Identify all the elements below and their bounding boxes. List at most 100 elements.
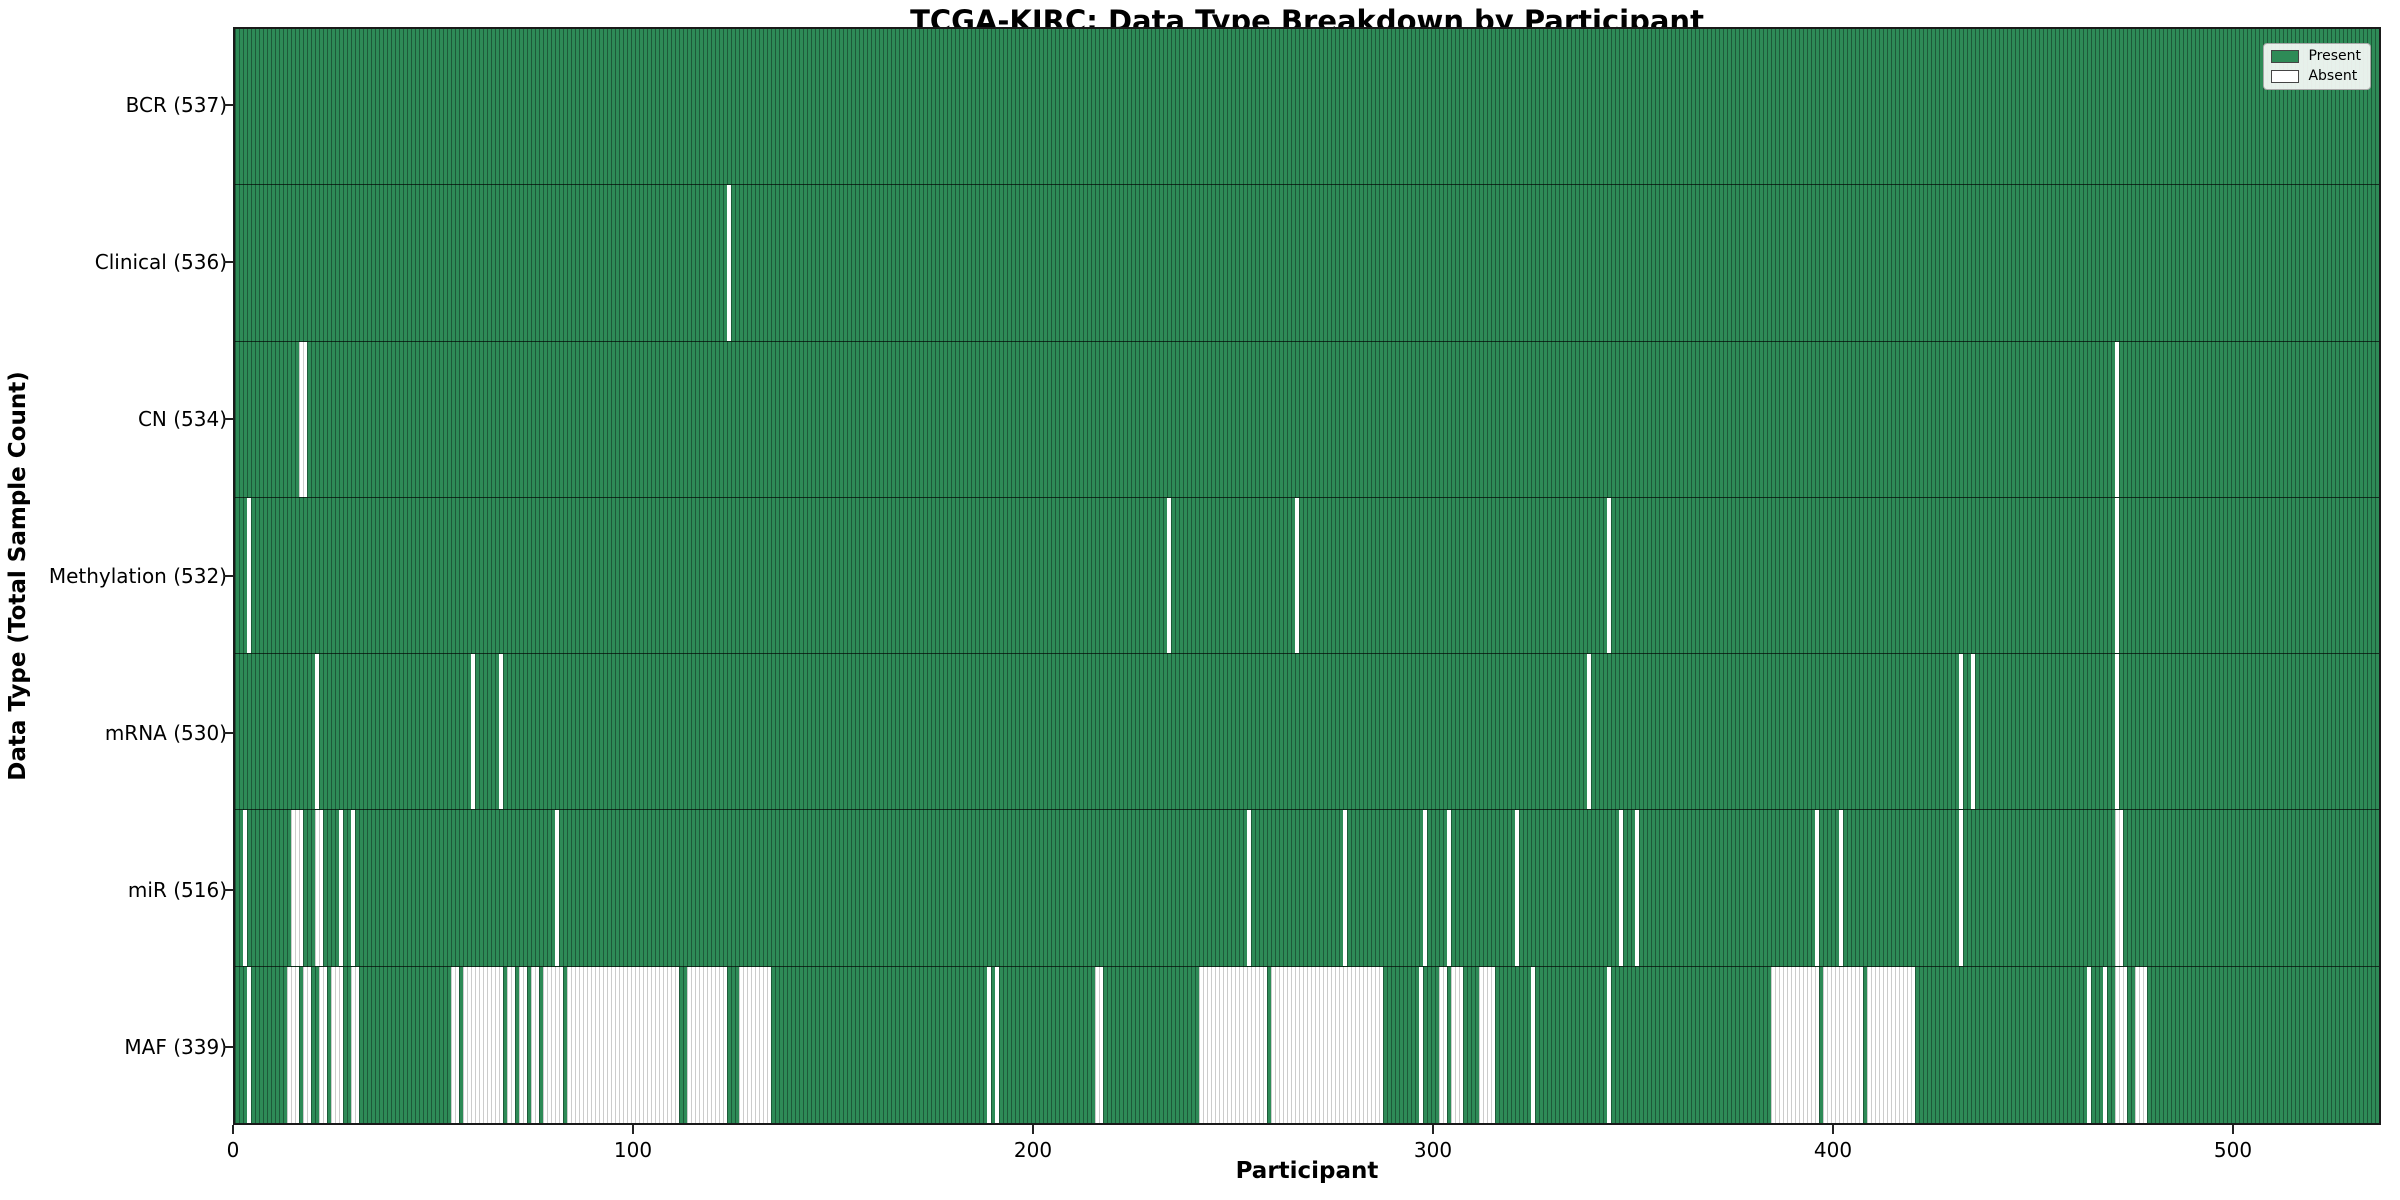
ytick-mark [224,418,233,421]
absent-gap [331,966,343,1123]
absent-gap [247,497,251,654]
absent-gap [351,966,359,1123]
absent-gap [351,810,355,966]
absent-gap [1607,497,1611,654]
ytick-mark [224,104,233,107]
absent-gap [1439,966,1447,1123]
ytick-label-mrna: mRNA (530) [104,720,227,745]
absent-gap [1447,810,1451,966]
absent-swatch [2271,70,2300,83]
absent-gap [1479,966,1495,1123]
absent-gap [567,966,679,1123]
legend-label: Present [2308,48,2361,64]
absent-gap [727,185,731,341]
xtick-mark [232,1125,234,1134]
absent-gap [543,966,563,1123]
absent-gap [499,654,503,810]
absent-gap [1423,810,1427,966]
absent-gap [2087,966,2091,1123]
absent-gap [2103,966,2107,1123]
xtick-label-500: 500 [2213,1138,2253,1162]
absent-gap [1959,654,1963,810]
ytick-label-maf: MAF (339) [124,1034,227,1059]
heatmap-row-mir [235,810,2379,967]
ytick-label-methylation: Methylation (532) [48,564,227,588]
ytick-mark [224,888,233,891]
absent-gap [687,966,727,1123]
absent-gap [507,966,515,1123]
absent-gap [243,810,247,966]
absent-gap [2115,810,2123,966]
absent-gap [1971,654,1975,810]
xtick-label-100: 100 [613,1138,653,1162]
absent-gap [987,966,991,1123]
absent-gap [1419,966,1423,1123]
heatmap-row-cn [235,341,2379,498]
absent-gap [1619,810,1623,966]
ytick-label-cn: CN (534) [137,407,227,432]
ytick-mark [224,575,233,577]
ytick-label-clinical: Clinical (536) [94,250,227,275]
absent-gap [1515,810,1519,966]
ytick-mark [224,731,233,734]
absent-gap [1635,810,1639,966]
absent-gap [287,966,299,1123]
absent-gap [1199,966,1267,1123]
absent-gap [2115,654,2119,810]
absent-gap [2115,966,2127,1123]
ytick-label-bcr: BCR (537) [125,93,227,118]
absent-gap [1531,966,1535,1123]
absent-gap [299,341,307,497]
absent-gap [319,966,327,1123]
xtick-mark [1032,1125,1034,1134]
absent-gap [1815,810,1819,966]
absent-gap [1451,966,1463,1123]
legend-item-absent: Absent [2271,69,2361,84]
absent-gap [1295,497,1299,654]
absent-gap [995,966,999,1123]
absent-gap [451,966,459,1123]
absent-gap [463,966,503,1123]
heatmap-row-methylation [235,497,2379,655]
absent-gap [1959,810,1963,966]
absent-gap [1867,966,1915,1123]
x-axis-label: Participant [1235,1158,1379,1184]
absent-gap [303,966,311,1123]
present-swatch [2271,50,2300,63]
xtick-mark [2232,1125,2234,1134]
absent-gap [2115,497,2119,654]
xtick-mark [1432,1125,1434,1134]
xtick-label-400: 400 [1813,1138,1853,1162]
absent-gap [2115,341,2119,497]
absent-gap [1247,810,1251,966]
heatmap-row-maf [235,966,2379,1123]
absent-gap [739,966,771,1123]
xtick-mark [632,1125,634,1134]
absent-gap [2135,966,2147,1123]
absent-gap [315,810,323,966]
legend-item-present: Present [2271,49,2361,64]
absent-gap [247,966,251,1123]
ytick-label-mir: miR (516) [127,877,227,902]
legend-label: Absent [2308,68,2358,84]
absent-gap [1823,966,1863,1123]
xtick-label-300: 300 [1413,1138,1453,1162]
absent-gap [1343,810,1347,966]
absent-gap [531,966,539,1123]
absent-gap [1771,966,1819,1123]
plot-area: Present Absent [233,27,2381,1125]
heatmap-row-clinical [235,185,2379,342]
heatmap-row-bcr [235,29,2379,186]
absent-gap [519,966,527,1123]
absent-gap [339,810,343,966]
absent-gap [291,810,303,966]
xtick-label-0: 0 [226,1138,240,1162]
absent-gap [1167,497,1171,654]
absent-gap [1095,966,1103,1123]
ytick-mark [224,261,233,264]
absent-gap [1607,966,1611,1123]
legend: Present Absent [2263,43,2371,90]
absent-gap [471,654,475,810]
xtick-label-200: 200 [1013,1138,1053,1162]
